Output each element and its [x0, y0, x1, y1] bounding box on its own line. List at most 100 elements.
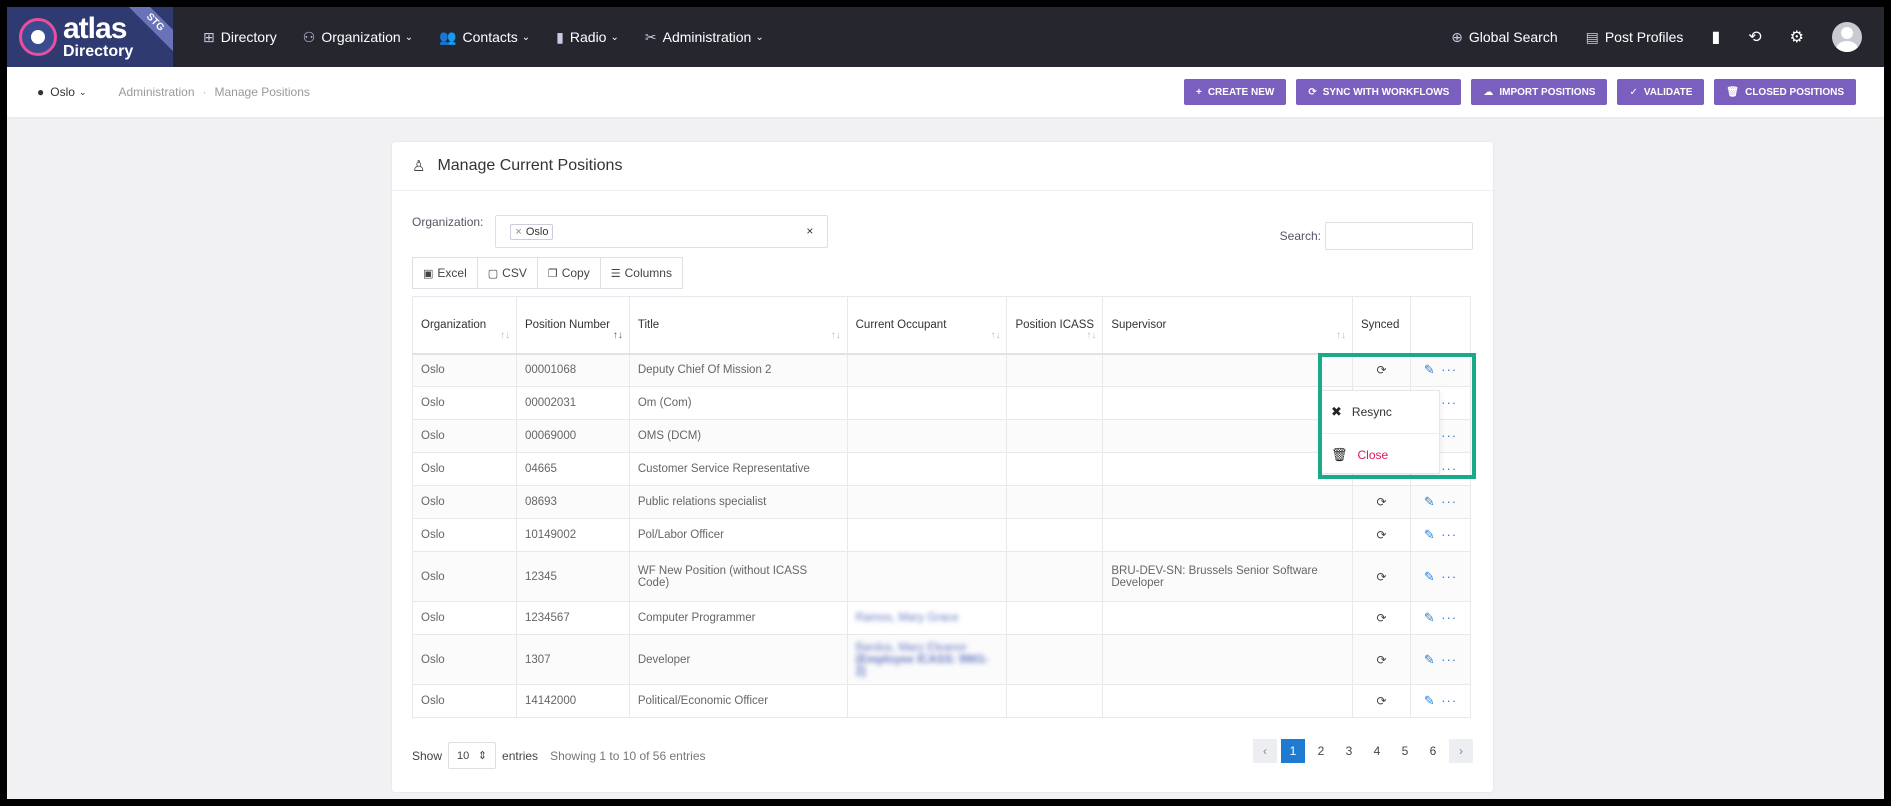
- cell-supervisor: [1102, 634, 1353, 685]
- col-actions: [1409, 296, 1472, 355]
- search-input[interactable]: [1325, 222, 1473, 250]
- cell-position-icass: [1006, 452, 1104, 486]
- export-buttons: ▣ Excel ▢ CSV ❐ Copy ☰ Columns: [412, 257, 683, 289]
- more-icon[interactable]: ···: [1441, 693, 1458, 708]
- sync-icon[interactable]: ⟳: [1376, 495, 1387, 509]
- copy-button[interactable]: ❐ Copy: [536, 257, 601, 289]
- page-6-button[interactable]: 6: [1429, 744, 1437, 758]
- nav-directory[interactable]: ⊞ Directory: [203, 29, 277, 46]
- page-1-button[interactable]: 1: [1281, 739, 1305, 763]
- user-avatar[interactable]: [1832, 22, 1862, 52]
- page-2-button[interactable]: 2: [1317, 744, 1325, 758]
- organization-tag-label: Oslo: [525, 225, 549, 238]
- remove-tag-icon[interactable]: ×: [515, 225, 522, 238]
- sync-icon[interactable]: ⟳: [1376, 528, 1387, 542]
- cell-position-number: 00069000: [515, 419, 630, 453]
- cell-position-number: 08693: [515, 485, 630, 519]
- atlas-logo[interactable]: atlas Directory STG: [7, 7, 173, 67]
- cell-current-occupant: Ramos, Mary Grace: [846, 601, 1008, 635]
- close-menu-item[interactable]: 🗑 Close: [1321, 433, 1439, 475]
- cell-current-occupant: [846, 684, 1008, 718]
- col-position-number[interactable]: Position Number ↑↓: [515, 296, 630, 355]
- list-icon: ☰: [610, 267, 621, 280]
- columns-button[interactable]: ☰ Columns: [599, 257, 683, 289]
- nav-contacts[interactable]: 👥 Contacts ⌄: [439, 29, 530, 46]
- post-profiles-link[interactable]: ▤ Post Profiles: [1586, 29, 1684, 46]
- sort-asc-icon: ↑↓: [612, 329, 623, 341]
- walkie-talkie-icon[interactable]: ▮: [1711, 29, 1721, 46]
- nav-radio[interactable]: ▮ Radio ⌄: [556, 29, 619, 46]
- create-new-button[interactable]: + CREATE NEW: [1183, 79, 1287, 105]
- action-label: CLOSED POSITIONS: [1745, 86, 1844, 98]
- closed-positions-button[interactable]: 🗑 CLOSED POSITIONS: [1714, 79, 1856, 105]
- excel-button[interactable]: ▣ Excel: [412, 257, 478, 289]
- cell-position-icass: [1006, 485, 1104, 519]
- table-header-row: Organization ↑↓ Position Number ↑↓ Title ↑↓…: [412, 296, 1472, 355]
- validate-button[interactable]: ✓ VALIDATE: [1617, 79, 1705, 105]
- edit-icon[interactable]: ✎: [1423, 651, 1435, 667]
- col-current-occupant[interactable]: Current Occupant ↑↓: [846, 296, 1008, 355]
- sync-icon[interactable]: ⟳: [1376, 569, 1387, 584]
- satellite-icon[interactable]: ⟲: [1748, 29, 1762, 46]
- global-search-link[interactable]: ⊕ Global Search: [1451, 29, 1557, 46]
- occupant-icass: (Employee ICASS: 9901-2): [855, 653, 989, 678]
- sync-icon[interactable]: ⟳: [1376, 611, 1387, 625]
- breadcrumb-administration[interactable]: Administration: [118, 85, 195, 99]
- org-selector[interactable]: ● Oslo ⌄: [37, 85, 86, 99]
- cell-supervisor: [1102, 601, 1353, 635]
- sync-with-workflows-button[interactable]: ⟳ SYNC WITH WORKFLOWS: [1296, 79, 1462, 105]
- page-length-select[interactable]: 10 ⇕: [448, 742, 497, 769]
- nav-administration[interactable]: ✂ Administration ⌄: [645, 29, 764, 46]
- more-icon[interactable]: ···: [1441, 428, 1458, 443]
- more-icon[interactable]: ···: [1441, 610, 1458, 625]
- brand-name: atlas: [63, 12, 127, 45]
- organization-select[interactable]: × Oslo ×: [495, 215, 829, 248]
- cell-actions: ✎ ···: [1409, 353, 1472, 387]
- page-title: Manage Current Positions: [437, 157, 623, 174]
- table-row: Oslo 00001068 Deputy Chief Of Mission 2 …: [412, 353, 1472, 387]
- nav-label: Contacts: [462, 29, 518, 45]
- col-organization[interactable]: Organization ↑↓: [412, 296, 517, 355]
- edit-icon[interactable]: ✎: [1423, 527, 1435, 542]
- edit-icon[interactable]: ✎: [1423, 693, 1435, 708]
- chevron-down-icon: ⌄: [521, 31, 531, 43]
- sync-icon[interactable]: ⟳: [1376, 694, 1387, 708]
- sync-icon[interactable]: ⟳: [1376, 363, 1387, 378]
- globe-icon: ⊕: [1451, 28, 1463, 45]
- edit-icon[interactable]: ✎: [1423, 610, 1435, 625]
- edit-icon[interactable]: ✎: [1423, 494, 1435, 509]
- csv-file-icon: ▢: [487, 267, 499, 280]
- check-icon: ✓: [1629, 86, 1638, 98]
- more-icon[interactable]: ···: [1441, 362, 1458, 378]
- more-icon[interactable]: ···: [1441, 651, 1458, 667]
- more-icon[interactable]: ···: [1441, 395, 1458, 410]
- clear-selection-icon[interactable]: ×: [806, 224, 814, 238]
- col-title[interactable]: Title ↑↓: [628, 296, 848, 355]
- cell-current-occupant: [846, 386, 1008, 420]
- nav-organization[interactable]: ⚇ Organization ⌄: [303, 29, 413, 46]
- edit-icon[interactable]: ✎: [1423, 568, 1435, 584]
- gears-icon[interactable]: ⚙: [1789, 29, 1804, 46]
- main-nav: ⊞ Directory ⚇ Organization ⌄ 👥 Contacts ⌄ ▮ R…: [203, 29, 790, 46]
- next-page-icon[interactable]: ›: [1449, 739, 1473, 763]
- page-5-button[interactable]: 5: [1401, 744, 1409, 758]
- edit-icon[interactable]: ✎: [1423, 362, 1435, 378]
- col-position-icass[interactable]: Position ICASS ↑↓: [1006, 296, 1104, 355]
- col-supervisor[interactable]: Supervisor ↑↓: [1102, 296, 1353, 355]
- resync-menu-item[interactable]: ✖ Resync: [1321, 391, 1439, 433]
- more-icon[interactable]: ···: [1441, 461, 1458, 476]
- import-positions-button[interactable]: ☁ IMPORT POSITIONS: [1471, 79, 1608, 105]
- page-3-button[interactable]: 3: [1345, 744, 1353, 758]
- org-selector-label: Oslo: [50, 85, 75, 99]
- csv-button[interactable]: ▢ CSV: [476, 257, 538, 289]
- globe-logo-icon: [19, 18, 57, 56]
- more-icon[interactable]: ···: [1441, 568, 1458, 584]
- more-icon[interactable]: ···: [1441, 527, 1458, 542]
- cell-title: Computer Programmer: [628, 601, 848, 635]
- col-organization-label: Organization: [421, 318, 487, 331]
- copy-icon: ❐: [547, 267, 558, 280]
- more-icon[interactable]: ···: [1441, 494, 1458, 509]
- sync-icon[interactable]: ⟳: [1376, 652, 1387, 667]
- page-4-button[interactable]: 4: [1373, 744, 1381, 758]
- prev-page-icon[interactable]: ‹: [1253, 739, 1277, 763]
